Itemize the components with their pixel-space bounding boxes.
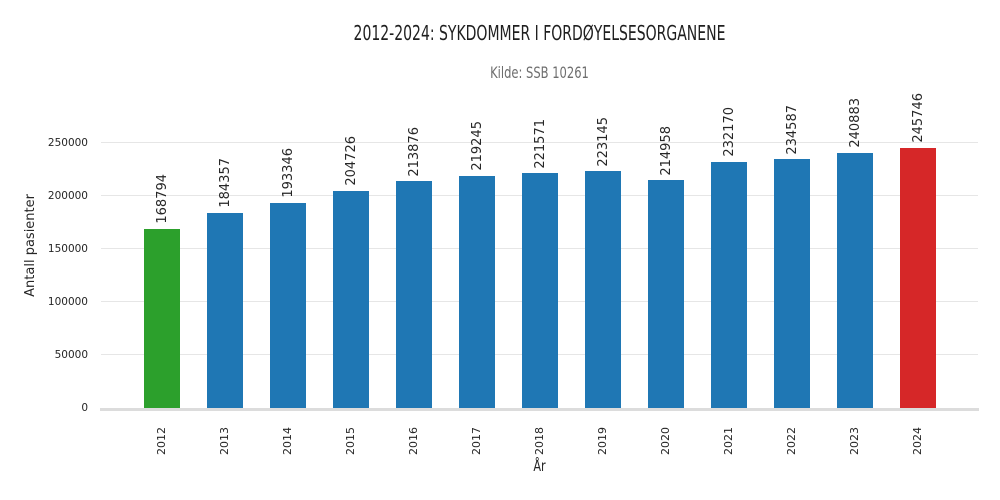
x-tick-label: 2014 [281,427,294,455]
bar-value-label: 219245 [469,120,485,171]
x-tick-label: 2013 [218,427,231,455]
gridline [101,141,978,143]
y-tick-label: 50000 [54,349,88,361]
bar [522,173,558,408]
x-tick-label: 2022 [785,427,798,455]
bar-value-label: 213876 [406,126,422,177]
bar-value-label: 221571 [532,118,548,169]
bar [459,175,495,408]
x-axis-label: År [533,457,546,475]
bar-value-label: 234587 [784,104,800,155]
bar-value-label: 245746 [910,92,926,143]
x-tick-label: 2021 [722,427,735,455]
y-tick-label: 0 [81,402,88,414]
bar-value-label: 184357 [217,157,233,208]
plot-area: 168794 184357 193346 204726 213876 219245 2215… [100,92,979,455]
bar [648,180,684,408]
bar-value-label: 193346 [280,148,296,199]
bar [585,171,621,408]
bar-value-label: 223145 [595,116,611,167]
bar [144,229,180,408]
bar [396,181,432,408]
bar [333,191,369,408]
x-tick-label: 2019 [596,427,609,455]
x-tick-label: 2018 [533,427,546,455]
x-axis-line [100,408,979,411]
bar [774,159,810,408]
x-tick-label: 2017 [470,427,483,455]
bar [837,152,873,408]
x-tick-label: 2015 [344,427,357,455]
chart-title: 2012-2024: SYKDOMMER I FORDØYELSESORGANE… [353,21,726,45]
bar [207,212,243,408]
y-tick-label: 100000 [47,296,88,308]
bar-value-label: 240883 [847,98,863,148]
x-tick-label: 2016 [407,427,420,455]
bar-value-label: 204726 [343,136,359,186]
x-tick-label: 2012 [155,427,168,455]
y-tick-label: 200000 [47,190,88,202]
bar-value-label: 232170 [721,107,737,157]
bar [270,203,306,408]
bar [900,147,936,408]
bar [711,161,747,408]
bar-value-label: 214958 [658,125,674,176]
x-tick-label: 2023 [848,427,861,455]
y-tick-label: 150000 [47,243,88,255]
chart-subtitle: Kilde: SSB 10261 [490,63,589,82]
bar-value-label: 168794 [154,174,170,225]
x-tick-label: 2020 [659,427,672,455]
y-tick-label: 250000 [47,137,88,149]
x-tick-label: 2024 [911,427,924,455]
